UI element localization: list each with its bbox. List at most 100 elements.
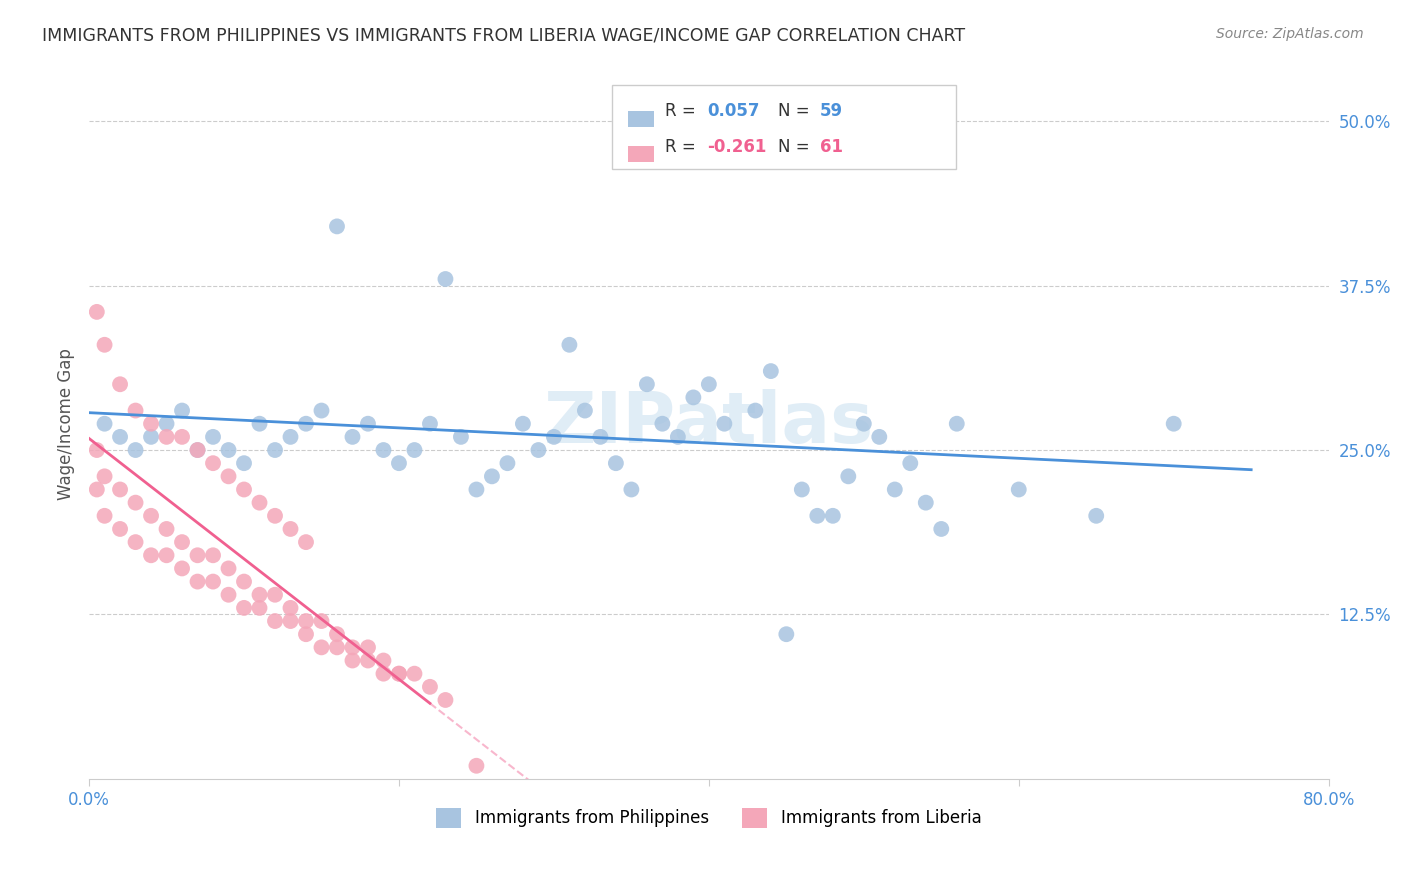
Point bbox=[651, 417, 673, 431]
Point bbox=[295, 535, 318, 549]
Point bbox=[388, 666, 411, 681]
Point bbox=[124, 443, 146, 458]
Point bbox=[620, 483, 643, 497]
Point bbox=[605, 456, 627, 470]
Point bbox=[852, 417, 875, 431]
Point bbox=[311, 614, 333, 628]
Point bbox=[249, 496, 271, 510]
Point bbox=[108, 377, 131, 392]
Point bbox=[636, 377, 658, 392]
Point bbox=[233, 574, 256, 589]
Text: ZIPatlas: ZIPatlas bbox=[544, 389, 875, 458]
Point bbox=[124, 403, 146, 417]
Point bbox=[419, 680, 441, 694]
Point bbox=[86, 483, 108, 497]
Point bbox=[666, 430, 689, 444]
Point bbox=[218, 561, 240, 575]
Point bbox=[1163, 417, 1185, 431]
Point bbox=[170, 535, 193, 549]
Point bbox=[373, 666, 395, 681]
Point bbox=[404, 443, 426, 458]
Point bbox=[249, 600, 271, 615]
Point bbox=[357, 640, 380, 655]
Point bbox=[124, 496, 146, 510]
Point bbox=[713, 417, 735, 431]
Text: 0.057: 0.057 bbox=[707, 103, 759, 120]
Point bbox=[589, 430, 612, 444]
Point bbox=[249, 417, 271, 431]
Point bbox=[218, 443, 240, 458]
Point bbox=[186, 549, 208, 563]
Point bbox=[465, 483, 488, 497]
Point bbox=[311, 640, 333, 655]
Point bbox=[86, 305, 108, 319]
Point bbox=[434, 272, 457, 286]
Text: IMMIGRANTS FROM PHILIPPINES VS IMMIGRANTS FROM LIBERIA WAGE/INCOME GAP CORRELATI: IMMIGRANTS FROM PHILIPPINES VS IMMIGRANT… bbox=[42, 27, 966, 45]
Point bbox=[1008, 483, 1031, 497]
Point bbox=[945, 417, 967, 431]
Text: -0.261: -0.261 bbox=[707, 138, 766, 156]
Point bbox=[139, 508, 162, 523]
Point bbox=[357, 653, 380, 667]
Point bbox=[357, 417, 380, 431]
Point bbox=[929, 522, 952, 536]
Point bbox=[108, 483, 131, 497]
Point bbox=[342, 430, 364, 444]
Point bbox=[728, 140, 751, 154]
Point bbox=[434, 693, 457, 707]
Text: Source: ZipAtlas.com: Source: ZipAtlas.com bbox=[1216, 27, 1364, 41]
Point bbox=[759, 364, 782, 378]
Point bbox=[496, 456, 519, 470]
Point bbox=[326, 219, 349, 234]
Point bbox=[170, 403, 193, 417]
Point bbox=[86, 443, 108, 458]
Point bbox=[326, 640, 349, 655]
Point bbox=[1085, 508, 1108, 523]
Point bbox=[388, 666, 411, 681]
Point bbox=[108, 430, 131, 444]
Point bbox=[373, 653, 395, 667]
Point bbox=[481, 469, 503, 483]
Point bbox=[543, 430, 565, 444]
Point bbox=[837, 469, 859, 483]
Point bbox=[264, 588, 287, 602]
Point bbox=[527, 443, 550, 458]
Point bbox=[806, 508, 828, 523]
Point bbox=[93, 338, 115, 352]
Point bbox=[388, 456, 411, 470]
Point bbox=[264, 614, 287, 628]
Point bbox=[868, 430, 890, 444]
Point bbox=[404, 666, 426, 681]
Point bbox=[93, 508, 115, 523]
Legend: Immigrants from Philippines, Immigrants from Liberia: Immigrants from Philippines, Immigrants … bbox=[430, 801, 988, 835]
Point bbox=[295, 627, 318, 641]
Point bbox=[558, 338, 581, 352]
Text: N =: N = bbox=[778, 138, 814, 156]
Point bbox=[264, 443, 287, 458]
Point bbox=[342, 653, 364, 667]
Point bbox=[233, 600, 256, 615]
Point bbox=[914, 496, 936, 510]
Point bbox=[465, 758, 488, 772]
Text: 59: 59 bbox=[820, 103, 842, 120]
Point bbox=[202, 456, 225, 470]
Text: N =: N = bbox=[778, 103, 814, 120]
Point bbox=[419, 417, 441, 431]
Point bbox=[280, 522, 302, 536]
Point bbox=[108, 522, 131, 536]
Point bbox=[821, 508, 844, 523]
Point bbox=[124, 535, 146, 549]
Point bbox=[295, 417, 318, 431]
Point bbox=[202, 430, 225, 444]
Point bbox=[326, 627, 349, 641]
Point bbox=[775, 627, 797, 641]
Point bbox=[202, 574, 225, 589]
Point bbox=[883, 483, 905, 497]
Point bbox=[450, 430, 472, 444]
Point bbox=[155, 417, 177, 431]
Point bbox=[373, 443, 395, 458]
Point bbox=[898, 456, 921, 470]
Point bbox=[790, 483, 813, 497]
Point bbox=[139, 430, 162, 444]
Y-axis label: Wage/Income Gap: Wage/Income Gap bbox=[58, 348, 75, 500]
